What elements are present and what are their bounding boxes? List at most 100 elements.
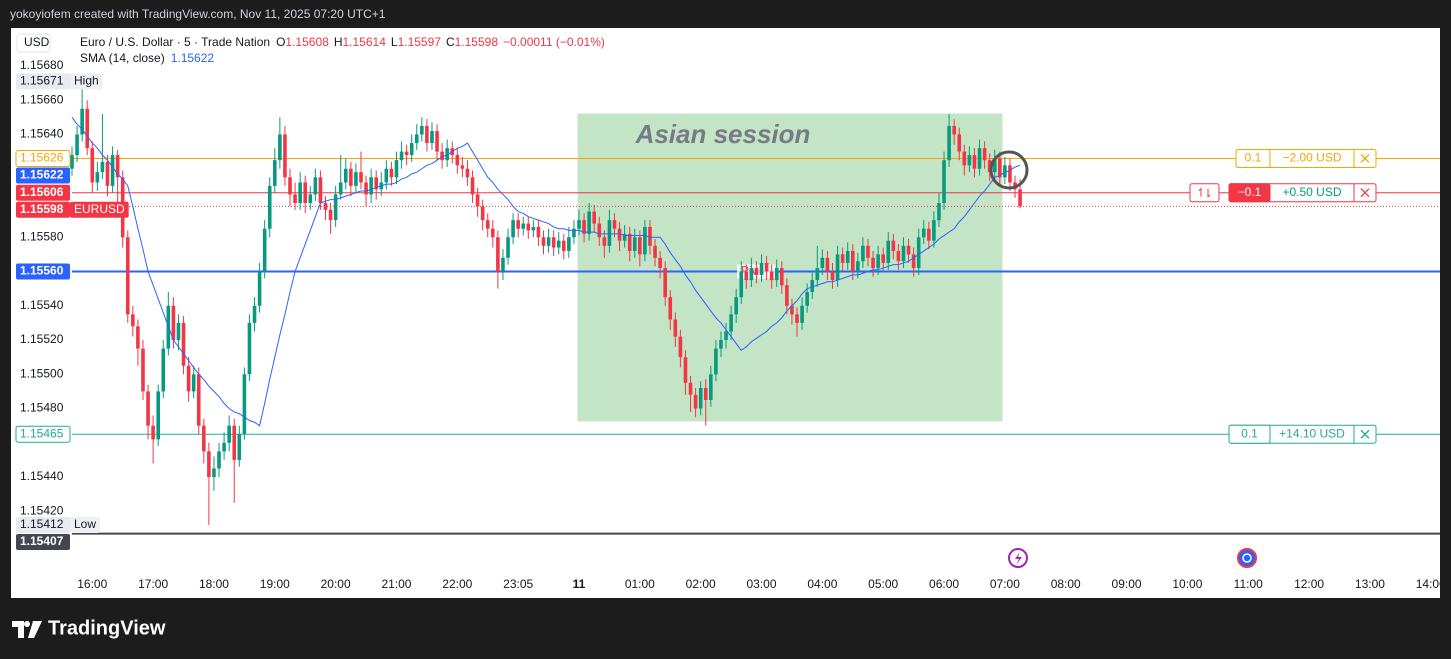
candle-body xyxy=(262,228,267,272)
candle-body xyxy=(455,155,460,166)
candle-body xyxy=(769,271,774,281)
brand: TradingView xyxy=(48,617,166,639)
candle-body xyxy=(207,451,211,478)
candle-body xyxy=(658,257,662,269)
candle-body xyxy=(191,374,196,392)
x-tick-label: 12:00 xyxy=(1294,577,1324,591)
x-tick-label: 18:00 xyxy=(199,577,229,591)
candle-body xyxy=(470,177,475,195)
candle-body xyxy=(845,250,850,263)
candle-body xyxy=(288,177,292,195)
candle-body xyxy=(972,155,977,169)
candle-body xyxy=(729,314,733,332)
credit: yokoyiofem created with TradingView.com,… xyxy=(10,7,386,21)
candle-body xyxy=(232,425,237,460)
currency: USD xyxy=(24,35,50,49)
axis-marker-label: 1.15626 xyxy=(20,151,64,165)
candle-body xyxy=(866,245,870,258)
candle-body xyxy=(95,172,100,183)
candle-body xyxy=(937,202,941,221)
news-icon[interactable] xyxy=(1237,548,1257,568)
candle-body xyxy=(1003,165,1007,178)
candle-body xyxy=(587,211,591,234)
candle-body xyxy=(526,223,531,231)
candle-body xyxy=(764,262,769,272)
y-tick-label: 1.15440 xyxy=(20,469,64,483)
candle-body xyxy=(1008,165,1012,183)
candle-body xyxy=(627,233,632,251)
currency-box[interactable] xyxy=(16,33,51,53)
candle-body xyxy=(435,131,439,152)
candle-body xyxy=(354,172,358,186)
candle-body xyxy=(643,226,647,255)
order-qty: 0.1 xyxy=(1241,426,1258,440)
order-qty-box xyxy=(1228,183,1271,203)
candle-body xyxy=(323,202,328,210)
candle-body xyxy=(916,237,921,269)
candle-body xyxy=(805,292,809,306)
candle-body xyxy=(648,226,652,246)
axis-marker xyxy=(16,534,70,551)
candle-body xyxy=(217,451,221,469)
candle-body xyxy=(927,228,931,241)
candle-body xyxy=(247,322,252,375)
x-tick-label: 02:00 xyxy=(686,577,716,591)
order-box[interactable]: −0.1 +0.50 USD xyxy=(1189,183,1377,203)
x-tick-label: 05:00 xyxy=(868,577,898,591)
candle-body xyxy=(156,391,160,440)
candle-body xyxy=(425,125,429,144)
candle-body xyxy=(80,108,84,135)
candle-body xyxy=(252,305,257,323)
candle-body xyxy=(212,468,216,478)
candle-body xyxy=(724,331,728,341)
candle-body xyxy=(572,228,576,238)
ohlc-value: 1.15598 xyxy=(455,35,499,49)
candle-body xyxy=(911,254,916,269)
candle-body xyxy=(749,268,754,281)
candle-body xyxy=(876,254,880,269)
order-qty: −0.1 xyxy=(1238,185,1262,199)
y-tick-label: 1.15480 xyxy=(20,401,64,415)
candle-body xyxy=(430,131,434,144)
session-box xyxy=(577,113,1003,422)
x-tick-label: 19:00 xyxy=(260,577,290,591)
order-box[interactable]: 0.1 +14.10 USD xyxy=(1228,424,1377,444)
candle-body xyxy=(531,226,536,231)
candle-body xyxy=(906,245,911,255)
candle-body xyxy=(541,237,546,246)
candle-body xyxy=(957,134,962,152)
candle-body xyxy=(881,254,885,263)
axis-marker xyxy=(15,149,71,167)
axis-marker-label: 1.15407 xyxy=(20,534,64,548)
order-reverse-icon xyxy=(1198,187,1211,198)
candle-body xyxy=(891,240,896,251)
candle-body xyxy=(146,391,150,426)
candle-body xyxy=(567,237,571,251)
order-box[interactable]: 0.1 −2.00 USD xyxy=(1235,148,1377,168)
order-pnl: +14.10 USD xyxy=(1279,426,1345,440)
brand-logo xyxy=(12,621,42,638)
axis-marker xyxy=(16,201,70,218)
candle-body xyxy=(820,257,825,269)
candle-body xyxy=(105,161,110,186)
candle-body xyxy=(115,155,120,178)
indicator-name: SMA (14, close) xyxy=(80,51,165,65)
candle-body xyxy=(389,168,394,178)
candle-body xyxy=(947,125,951,161)
candle-body xyxy=(861,245,865,262)
candle-body xyxy=(896,250,901,262)
candle-body xyxy=(445,148,449,161)
candle-body xyxy=(313,177,318,195)
candle-body xyxy=(810,280,815,293)
candle-body xyxy=(734,297,738,315)
x-tick-label: 20:00 xyxy=(321,577,351,591)
order-qty: 0.1 xyxy=(1245,151,1262,165)
candle-body xyxy=(414,134,419,144)
axis-marker xyxy=(16,73,70,90)
candle-body xyxy=(638,237,642,255)
candle-body xyxy=(242,374,247,435)
order-qty-box xyxy=(1228,424,1271,444)
candle-body xyxy=(850,250,855,272)
candle-body xyxy=(257,271,262,306)
y-tick-label: 1.15580 xyxy=(20,229,64,243)
